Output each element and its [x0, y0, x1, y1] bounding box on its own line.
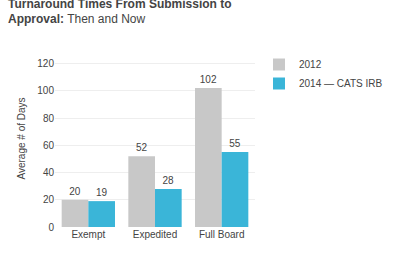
svg-text:Full Board: Full Board: [199, 229, 245, 240]
svg-text:0: 0: [48, 222, 54, 233]
svg-text:102: 102: [200, 74, 217, 85]
svg-text:Average # of Days: Average # of Days: [16, 97, 27, 179]
svg-text:60: 60: [43, 140, 55, 151]
svg-text:28: 28: [163, 175, 175, 186]
svg-text:20: 20: [69, 186, 81, 197]
svg-text:40: 40: [43, 167, 55, 178]
svg-text:2012: 2012: [299, 59, 322, 70]
svg-text:80: 80: [43, 113, 55, 124]
svg-text:52: 52: [136, 142, 148, 153]
svg-text:Expedited: Expedited: [133, 229, 177, 240]
svg-text:2014 — CATS IRB: 2014 — CATS IRB: [299, 78, 383, 89]
svg-text:120: 120: [37, 58, 54, 69]
svg-text:100: 100: [37, 85, 54, 96]
svg-text:Turnaround Times From Submissi: Turnaround Times From Submission toAppro…: [8, 0, 232, 26]
svg-text:20: 20: [43, 194, 55, 205]
svg-text:Exempt: Exempt: [71, 229, 105, 240]
svg-text:55: 55: [229, 138, 241, 149]
svg-text:19: 19: [96, 187, 108, 198]
